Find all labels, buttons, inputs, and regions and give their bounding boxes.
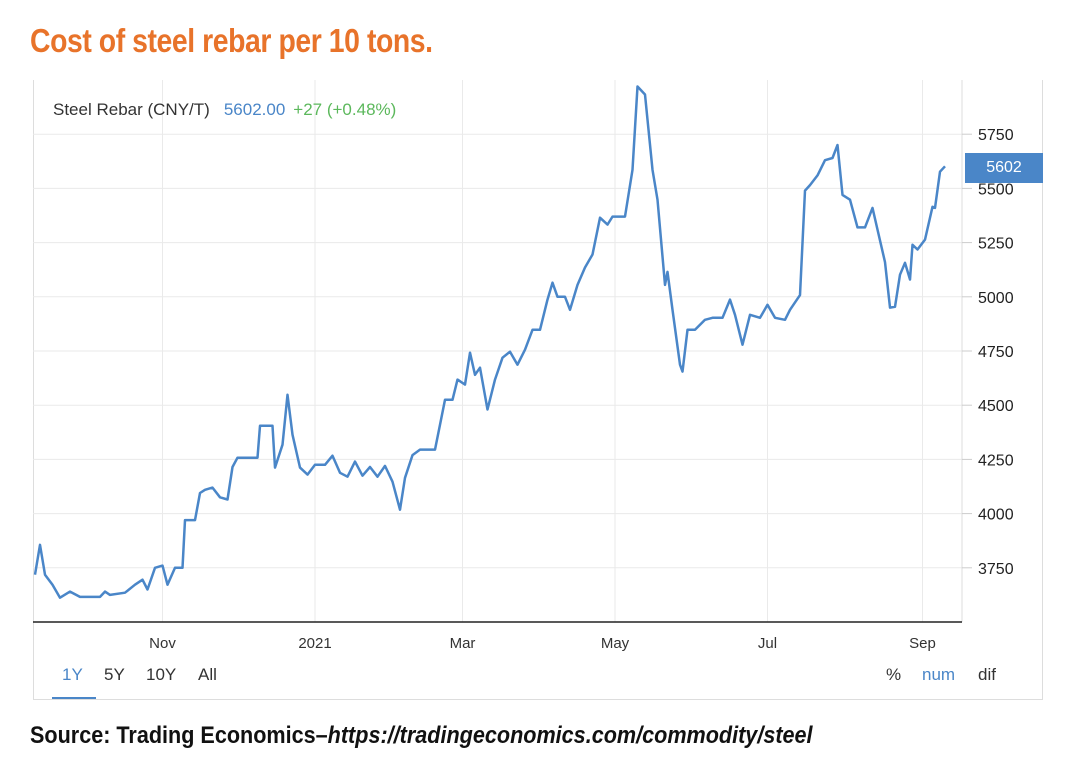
x-tick-label: Jul (758, 635, 777, 652)
source-url: https://tradingeconomics.com/commodity/s… (327, 722, 813, 749)
y-tick-label: 4750 (978, 344, 1014, 361)
y-tick-label: 3750 (978, 561, 1014, 578)
chart-frame (33, 80, 1043, 700)
x-tick-label: Mar (450, 635, 476, 652)
last-value-badge: 5602 (965, 153, 1043, 183)
y-tick-label: 4000 (978, 507, 1014, 524)
y-tick-label: 4500 (978, 398, 1014, 415)
range-all-button[interactable]: All (198, 665, 217, 684)
y-tick-label: 5750 (978, 127, 1014, 144)
range-10y-button[interactable]: 10Y (146, 665, 177, 684)
y-tick-label: 5000 (978, 290, 1014, 307)
range-5y-button[interactable]: 5Y (104, 665, 125, 684)
x-tick-label: Nov (149, 635, 176, 652)
source-note: Source: Trading Economics–https://tradin… (30, 722, 813, 750)
grid (33, 80, 963, 622)
y-tick-label: 5250 (978, 236, 1014, 253)
mode-num-button[interactable]: num (922, 665, 956, 684)
source-prefix: Source: Trading Economics– (30, 722, 328, 749)
chart-header: Steel Rebar (CNY/T) 5602.00 +27 (+0.48%) (53, 100, 396, 120)
mode-dif-button[interactable]: dif (978, 665, 996, 684)
price-change: +27 (+0.48%) (293, 100, 397, 119)
active-range-underline (52, 697, 96, 699)
current-price: 5602.00 (223, 100, 286, 119)
x-axis: Nov 2021 Mar May Jul Sep (33, 621, 962, 652)
x-tick-label: May (601, 635, 630, 652)
figure-title: Cost of steel rebar per 10 tons. (30, 22, 433, 59)
x-tick-label: 2021 (298, 635, 331, 652)
y-tick-label: 4250 (978, 452, 1014, 469)
range-1y-button[interactable]: 1Y (62, 665, 83, 684)
x-tick-label: Sep (909, 635, 936, 652)
mode-percent-button[interactable]: % (886, 665, 902, 684)
y-tick-label: 5500 (978, 181, 1014, 198)
y-axis: 3750 4000 4250 4500 4750 5000 5250 5500 5750 (962, 127, 1014, 578)
series-line (33, 85, 946, 599)
instrument-name: Steel Rebar (CNY/T) (53, 100, 210, 119)
